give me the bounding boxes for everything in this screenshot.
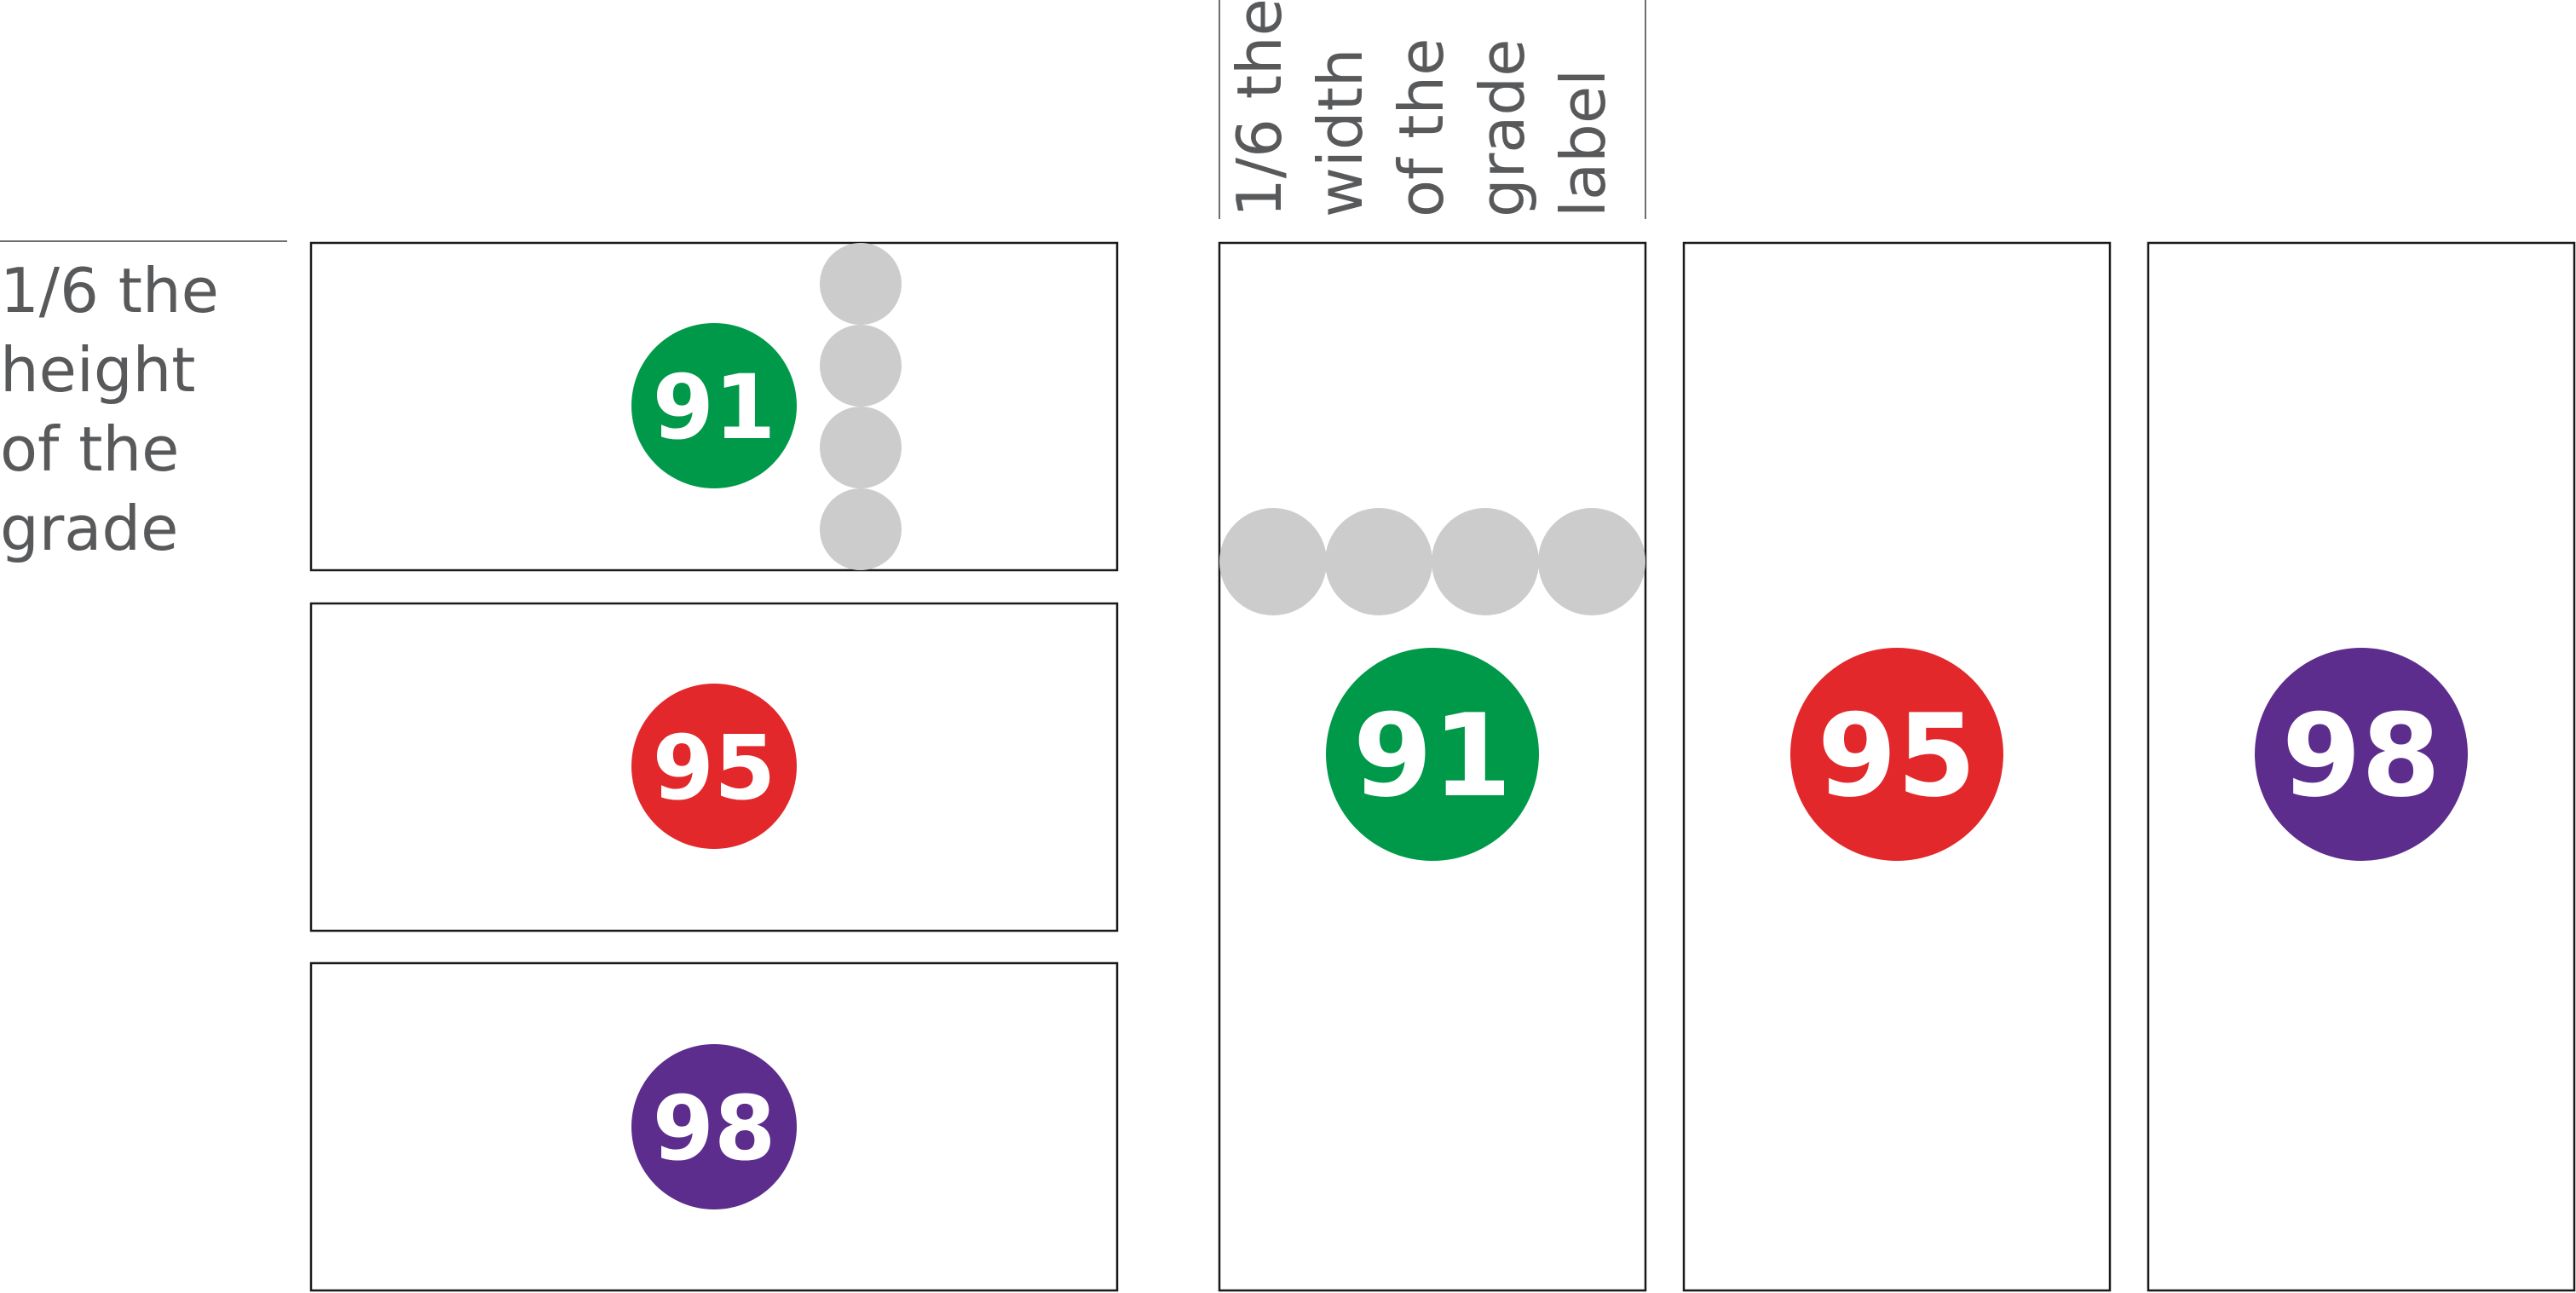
grade-badge-circle (2255, 648, 2468, 861)
grade-badge: 98 (2255, 648, 2468, 861)
grade-badge-value: 95 (653, 716, 776, 820)
grade-badge-value: 91 (653, 355, 776, 459)
grade-badge-circle (631, 684, 797, 849)
grade-badge-value: 95 (1818, 690, 1976, 823)
height-spacer-dot (820, 488, 902, 570)
width-spacer-dot (1325, 508, 1432, 615)
grade-badge-value: 91 (1353, 690, 1512, 823)
grade-badge: 91 (1326, 648, 1539, 861)
grade-badge-value: 98 (2282, 690, 2441, 823)
width-note-line-1: 1/6 the (1224, 0, 1295, 217)
width-note-line-5: label (1547, 69, 1619, 217)
width-spacer-dot (1538, 508, 1645, 615)
grade-badge-value: 98 (653, 1077, 776, 1180)
width-note: 1/6 the width of the grade label (1224, 0, 1619, 217)
grade-badge: 98 (631, 1044, 797, 1209)
width-note-line-3: of the (1386, 38, 1457, 217)
height-spacer-dot (820, 325, 902, 407)
height-note-line-3: of the (0, 413, 179, 485)
width-note-line-2: width (1305, 49, 1376, 217)
height-spacer-dot (820, 407, 902, 488)
width-note-line-4: grade (1467, 39, 1538, 217)
height-note-line-1: 1/6 the (0, 255, 219, 326)
width-spacer-dot (1432, 508, 1539, 615)
height-note: 1/6 the height of the grade (0, 255, 239, 564)
height-note-line-4: grade (0, 493, 178, 564)
grade-badge: 91 (631, 323, 797, 488)
height-spacer-dot (820, 243, 902, 325)
grade-badge: 95 (631, 684, 797, 849)
grade-badge-circle (1790, 648, 2003, 861)
grade-badge-circle (1326, 648, 1539, 861)
grade-badge-circle (631, 1044, 797, 1209)
grade-badge: 95 (1790, 648, 2003, 861)
height-note-line-2: height (0, 334, 196, 406)
grade-badge-circle (631, 323, 797, 488)
width-spacer-dot (1219, 508, 1327, 615)
